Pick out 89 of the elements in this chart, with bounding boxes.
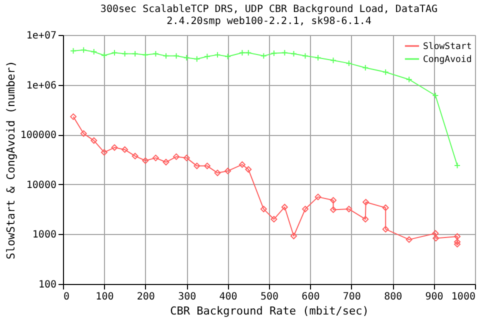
point xyxy=(132,152,138,160)
point xyxy=(330,197,337,204)
point xyxy=(281,50,288,56)
x-tick-label: 600 xyxy=(302,292,320,302)
point xyxy=(194,56,200,62)
x-tick-label: 1000 xyxy=(451,292,476,302)
point xyxy=(454,238,461,246)
point xyxy=(454,240,461,248)
point xyxy=(406,76,412,83)
point xyxy=(362,216,369,222)
point xyxy=(290,50,297,57)
point xyxy=(346,60,352,67)
y-axis-title: SlowStart & CongAvoid (number) xyxy=(4,60,18,260)
point xyxy=(406,236,412,243)
y-tick-label: 1e+07 xyxy=(26,30,56,42)
point xyxy=(224,168,232,174)
point xyxy=(152,154,159,162)
text: 2.4.20smp web100-2.2.1, sk98-6.1.4 xyxy=(166,16,372,27)
point xyxy=(90,48,98,56)
point xyxy=(362,198,370,206)
point xyxy=(245,50,252,56)
y-tick-label: 100000 xyxy=(20,130,56,142)
legend-label: CongAvoid xyxy=(423,55,472,65)
point xyxy=(302,52,308,60)
point xyxy=(111,50,118,56)
point xyxy=(204,162,210,170)
point xyxy=(432,230,439,237)
x-tick-label: 400 xyxy=(219,292,238,302)
point xyxy=(70,113,77,120)
point xyxy=(80,130,87,137)
x-tick-label: 700 xyxy=(342,292,361,302)
y-tick-label: 1e+06 xyxy=(26,80,56,92)
point xyxy=(122,50,128,57)
point xyxy=(111,144,118,151)
point xyxy=(260,52,267,60)
x-tick-label: 300 xyxy=(178,292,196,302)
y-tick-label: 1000 xyxy=(32,230,56,241)
point xyxy=(214,170,221,176)
point xyxy=(90,137,98,144)
x-tick-label: 200 xyxy=(136,292,155,302)
point xyxy=(183,154,190,162)
point xyxy=(122,146,128,153)
point xyxy=(290,232,297,240)
x-tick-label: 0 xyxy=(64,292,70,302)
x-tick-label: 800 xyxy=(384,292,402,302)
point xyxy=(183,54,190,61)
point xyxy=(152,50,159,57)
point xyxy=(238,161,246,168)
x-tick-label: 900 xyxy=(425,292,444,302)
point xyxy=(173,52,180,60)
point xyxy=(173,153,180,160)
point xyxy=(302,206,308,212)
text: 300sec ScalableTCP DRS, UDP CBR Background Load, DataTAG xyxy=(100,4,438,15)
point xyxy=(245,166,252,173)
point xyxy=(270,216,278,222)
point xyxy=(314,194,322,200)
y-tick-label: 10000 xyxy=(26,180,56,191)
point xyxy=(270,50,278,56)
point xyxy=(382,68,389,76)
point xyxy=(362,64,369,71)
point xyxy=(224,53,232,60)
point xyxy=(162,52,170,60)
point xyxy=(330,57,337,64)
point xyxy=(281,204,288,210)
point xyxy=(382,226,389,232)
point xyxy=(80,46,87,54)
point xyxy=(260,206,267,212)
point xyxy=(382,204,389,211)
x-tick-label: 100 xyxy=(96,292,114,302)
point xyxy=(194,162,200,170)
x-tick-label: 500 xyxy=(260,292,279,302)
point xyxy=(432,234,440,242)
point xyxy=(238,50,246,56)
point xyxy=(330,206,337,213)
y-tick-label: 100 xyxy=(38,280,56,290)
legend-label: SlowStart xyxy=(423,42,472,52)
point xyxy=(100,149,108,156)
point xyxy=(204,53,210,60)
point xyxy=(132,50,138,57)
point xyxy=(100,52,108,59)
point xyxy=(346,206,352,212)
point xyxy=(432,92,439,99)
point xyxy=(214,52,221,58)
point xyxy=(142,157,149,164)
point xyxy=(454,233,461,240)
point xyxy=(162,158,170,166)
point xyxy=(142,52,149,58)
point xyxy=(314,54,322,61)
x-axis-title: CBR Background Rate (mbit/sec) xyxy=(170,304,369,318)
